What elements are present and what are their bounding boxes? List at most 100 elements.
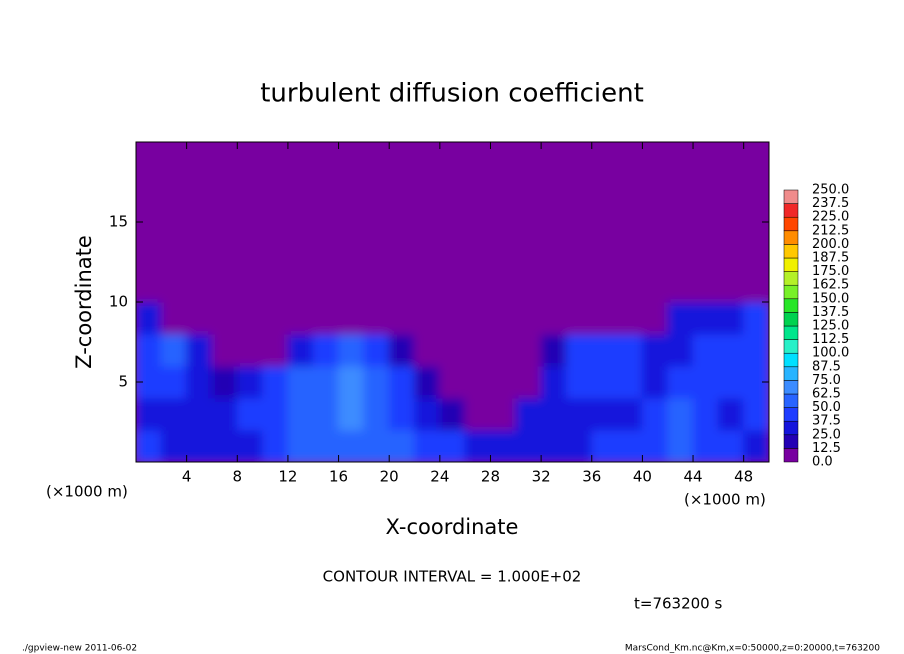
cell xyxy=(489,333,517,367)
cell xyxy=(338,365,365,399)
colorbar-label: 25.0 xyxy=(812,427,841,442)
colorbar-label: 175.0 xyxy=(812,264,849,279)
cell xyxy=(743,269,769,303)
cell xyxy=(338,429,365,462)
cell xyxy=(565,142,593,175)
cell xyxy=(743,173,769,207)
cell xyxy=(388,301,416,335)
cell xyxy=(439,269,466,303)
cell xyxy=(743,333,769,367)
cell xyxy=(338,173,365,207)
cell xyxy=(439,333,466,367)
x-tick-label: 48 xyxy=(734,468,753,486)
colorbar-label: 225.0 xyxy=(812,210,849,225)
cell xyxy=(236,397,264,431)
cell xyxy=(616,397,643,431)
cell xyxy=(186,142,213,175)
cell xyxy=(236,269,264,303)
cell xyxy=(641,397,669,431)
colorbar-cell xyxy=(783,393,799,408)
cell xyxy=(160,429,188,462)
cell xyxy=(717,237,745,271)
x-tick-label: 24 xyxy=(430,468,449,486)
colorbar-cell xyxy=(783,257,799,272)
cell xyxy=(489,269,517,303)
cell xyxy=(667,173,694,207)
cell xyxy=(616,205,643,239)
cell xyxy=(667,301,694,335)
cell xyxy=(262,269,289,303)
cell xyxy=(363,365,390,399)
cell xyxy=(211,333,238,367)
cell xyxy=(641,237,669,271)
cell xyxy=(616,269,643,303)
cell xyxy=(717,365,745,399)
cells xyxy=(136,142,769,462)
cell xyxy=(743,429,769,462)
cell xyxy=(591,397,618,431)
cell xyxy=(186,237,213,271)
cell xyxy=(287,365,314,399)
cell xyxy=(312,173,340,207)
cell xyxy=(717,173,745,207)
x-tick-label: 32 xyxy=(532,468,551,486)
y-tick-label: 5 xyxy=(118,373,128,391)
cell xyxy=(363,333,390,367)
colorbar-label: 50.0 xyxy=(812,400,841,415)
cell xyxy=(464,173,491,207)
cell xyxy=(136,429,162,462)
cell xyxy=(692,333,719,367)
cell xyxy=(287,142,314,175)
cell xyxy=(338,205,365,239)
colorbar-label: 125.0 xyxy=(812,319,849,334)
cell xyxy=(515,301,542,335)
x-unit: (×1000 m) xyxy=(684,491,766,509)
cell xyxy=(489,365,517,399)
cell xyxy=(287,205,314,239)
cell xyxy=(717,397,745,431)
colorbar-cell xyxy=(783,298,799,313)
cell xyxy=(363,205,390,239)
cell xyxy=(363,269,390,303)
cell xyxy=(338,333,365,367)
y-unit: (×1000 m) xyxy=(46,483,128,501)
cell xyxy=(211,301,238,335)
cell xyxy=(565,301,593,335)
cell xyxy=(186,397,213,431)
cell xyxy=(489,237,517,271)
cell xyxy=(312,301,340,335)
cell xyxy=(287,301,314,335)
cell xyxy=(136,269,162,303)
cell xyxy=(160,397,188,431)
cell xyxy=(414,142,441,175)
cell xyxy=(186,301,213,335)
y-axis-label: Z-coordinate xyxy=(72,235,96,369)
x-tick-label: 44 xyxy=(683,468,702,486)
cell xyxy=(641,429,669,462)
cell xyxy=(591,429,618,462)
cell xyxy=(692,397,719,431)
cell xyxy=(743,237,769,271)
cell xyxy=(312,237,340,271)
cell xyxy=(515,142,542,175)
colorbar-cell xyxy=(783,203,799,218)
colorbar-label: 12.5 xyxy=(812,441,841,456)
cell xyxy=(464,397,491,431)
cell xyxy=(414,205,441,239)
cell xyxy=(667,269,694,303)
cell xyxy=(414,237,441,271)
cell xyxy=(565,173,593,207)
cell xyxy=(160,173,188,207)
cell xyxy=(160,205,188,239)
cell xyxy=(641,333,669,367)
cell xyxy=(591,333,618,367)
colorbar-label: 212.5 xyxy=(812,223,849,238)
colorbar-cell xyxy=(783,366,799,381)
cell xyxy=(262,142,289,175)
chart-title: turbulent diffusion coefficient xyxy=(260,79,644,109)
x-tick-label: 4 xyxy=(182,468,192,486)
contour-interval: CONTOUR INTERVAL = 1.000E+02 xyxy=(323,568,582,586)
cell xyxy=(236,205,264,239)
cell xyxy=(743,142,769,175)
cell xyxy=(464,365,491,399)
